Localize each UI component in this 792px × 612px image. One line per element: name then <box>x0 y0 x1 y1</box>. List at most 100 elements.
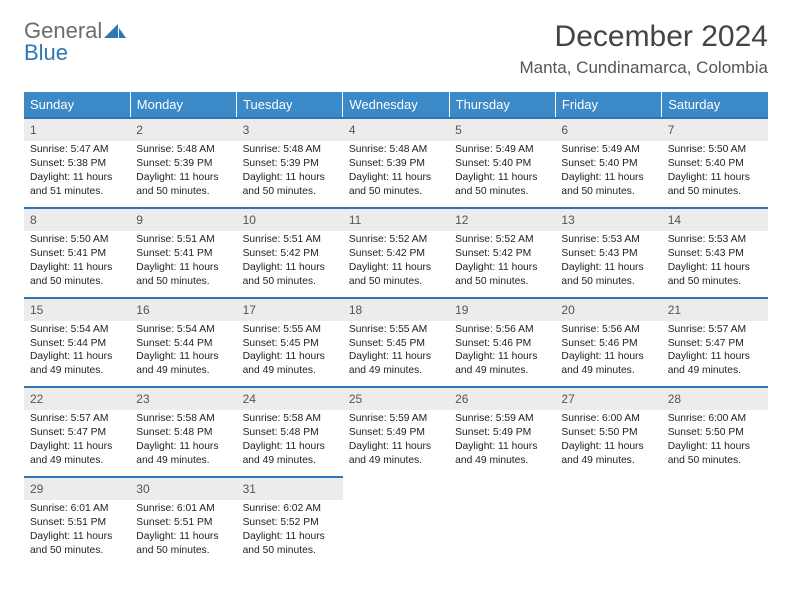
calendar-day-cell: 5Sunrise: 5:49 AMSunset: 5:40 PMDaylight… <box>449 118 555 208</box>
daylight-text: Daylight: 11 hours and 49 minutes. <box>455 440 549 468</box>
sunset-text: Sunset: 5:46 PM <box>455 337 549 351</box>
sunrise-text: Sunrise: 5:49 AM <box>455 143 549 157</box>
day-body: Sunrise: 5:50 AMSunset: 5:41 PMDaylight:… <box>24 231 130 297</box>
weekday-header: Tuesday <box>237 92 343 118</box>
day-body: Sunrise: 5:56 AMSunset: 5:46 PMDaylight:… <box>555 321 661 387</box>
day-number: 15 <box>24 299 130 321</box>
daylight-text: Daylight: 11 hours and 50 minutes. <box>455 261 549 289</box>
calendar-day-cell: 24Sunrise: 5:58 AMSunset: 5:48 PMDayligh… <box>237 387 343 477</box>
daylight-text: Daylight: 11 hours and 50 minutes. <box>561 171 655 199</box>
daylight-text: Daylight: 11 hours and 49 minutes. <box>349 350 443 378</box>
daylight-text: Daylight: 11 hours and 49 minutes. <box>30 440 124 468</box>
sunset-text: Sunset: 5:45 PM <box>349 337 443 351</box>
calendar-day-cell: 9Sunrise: 5:51 AMSunset: 5:41 PMDaylight… <box>130 208 236 298</box>
day-body: Sunrise: 5:59 AMSunset: 5:49 PMDaylight:… <box>343 410 449 476</box>
day-body: Sunrise: 5:55 AMSunset: 5:45 PMDaylight:… <box>343 321 449 387</box>
daylight-text: Daylight: 11 hours and 50 minutes. <box>668 171 762 199</box>
sunrise-text: Sunrise: 5:56 AM <box>455 323 549 337</box>
calendar-day-cell <box>662 477 768 566</box>
daylight-text: Daylight: 11 hours and 49 minutes. <box>30 350 124 378</box>
sunset-text: Sunset: 5:51 PM <box>136 516 230 530</box>
calendar-day-cell: 15Sunrise: 5:54 AMSunset: 5:44 PMDayligh… <box>24 298 130 388</box>
day-body: Sunrise: 5:47 AMSunset: 5:38 PMDaylight:… <box>24 141 130 207</box>
calendar-day-cell: 28Sunrise: 6:00 AMSunset: 5:50 PMDayligh… <box>662 387 768 477</box>
logo: General Blue <box>24 20 126 64</box>
calendar-week-row: 8Sunrise: 5:50 AMSunset: 5:41 PMDaylight… <box>24 208 768 298</box>
daylight-text: Daylight: 11 hours and 50 minutes. <box>30 530 124 558</box>
day-number: 25 <box>343 388 449 410</box>
daylight-text: Daylight: 11 hours and 50 minutes. <box>243 171 337 199</box>
calendar-week-row: 15Sunrise: 5:54 AMSunset: 5:44 PMDayligh… <box>24 298 768 388</box>
sunrise-text: Sunrise: 5:57 AM <box>30 412 124 426</box>
weekday-header: Friday <box>555 92 661 118</box>
daylight-text: Daylight: 11 hours and 51 minutes. <box>30 171 124 199</box>
day-number: 12 <box>449 209 555 231</box>
daylight-text: Daylight: 11 hours and 50 minutes. <box>30 261 124 289</box>
sunrise-text: Sunrise: 5:55 AM <box>349 323 443 337</box>
day-body: Sunrise: 5:53 AMSunset: 5:43 PMDaylight:… <box>555 231 661 297</box>
day-number: 9 <box>130 209 236 231</box>
sunrise-text: Sunrise: 5:51 AM <box>136 233 230 247</box>
sunset-text: Sunset: 5:41 PM <box>136 247 230 261</box>
sunset-text: Sunset: 5:52 PM <box>243 516 337 530</box>
day-number: 4 <box>343 119 449 141</box>
sunset-text: Sunset: 5:43 PM <box>561 247 655 261</box>
day-body: Sunrise: 6:00 AMSunset: 5:50 PMDaylight:… <box>555 410 661 476</box>
day-number: 2 <box>130 119 236 141</box>
sunrise-text: Sunrise: 5:48 AM <box>349 143 443 157</box>
day-number: 3 <box>237 119 343 141</box>
sunset-text: Sunset: 5:46 PM <box>561 337 655 351</box>
day-body: Sunrise: 5:52 AMSunset: 5:42 PMDaylight:… <box>449 231 555 297</box>
sunset-text: Sunset: 5:40 PM <box>668 157 762 171</box>
sunset-text: Sunset: 5:47 PM <box>30 426 124 440</box>
sunset-text: Sunset: 5:48 PM <box>243 426 337 440</box>
daylight-text: Daylight: 11 hours and 49 minutes. <box>561 350 655 378</box>
weekday-header: Sunday <box>24 92 130 118</box>
sunrise-text: Sunrise: 5:51 AM <box>243 233 337 247</box>
day-number: 20 <box>555 299 661 321</box>
day-body: Sunrise: 5:48 AMSunset: 5:39 PMDaylight:… <box>343 141 449 207</box>
calendar-day-cell: 13Sunrise: 5:53 AMSunset: 5:43 PMDayligh… <box>555 208 661 298</box>
day-number: 10 <box>237 209 343 231</box>
sunrise-text: Sunrise: 5:59 AM <box>349 412 443 426</box>
sunset-text: Sunset: 5:47 PM <box>668 337 762 351</box>
sunrise-text: Sunrise: 5:50 AM <box>668 143 762 157</box>
calendar-day-cell: 25Sunrise: 5:59 AMSunset: 5:49 PMDayligh… <box>343 387 449 477</box>
day-body: Sunrise: 5:49 AMSunset: 5:40 PMDaylight:… <box>555 141 661 207</box>
calendar-day-cell <box>555 477 661 566</box>
day-body: Sunrise: 5:54 AMSunset: 5:44 PMDaylight:… <box>24 321 130 387</box>
day-number: 8 <box>24 209 130 231</box>
calendar-day-cell <box>343 477 449 566</box>
sunset-text: Sunset: 5:42 PM <box>455 247 549 261</box>
day-body: Sunrise: 5:58 AMSunset: 5:48 PMDaylight:… <box>237 410 343 476</box>
page-header: General Blue December 2024 Manta, Cundin… <box>24 20 768 78</box>
day-body: Sunrise: 5:58 AMSunset: 5:48 PMDaylight:… <box>130 410 236 476</box>
day-number: 19 <box>449 299 555 321</box>
daylight-text: Daylight: 11 hours and 49 minutes. <box>243 440 337 468</box>
sunrise-text: Sunrise: 5:52 AM <box>349 233 443 247</box>
calendar-day-cell: 8Sunrise: 5:50 AMSunset: 5:41 PMDaylight… <box>24 208 130 298</box>
calendar-day-cell: 22 Sunrise: 5:57 AMSunset: 5:47 PMDayligh… <box>24 387 130 477</box>
day-number: 27 <box>555 388 661 410</box>
sunrise-text: Sunrise: 5:48 AM <box>243 143 337 157</box>
day-number: 5 <box>449 119 555 141</box>
day-body: Sunrise: 5:51 AMSunset: 5:41 PMDaylight:… <box>130 231 236 297</box>
logo-sail-icon <box>104 20 126 42</box>
day-body: Sunrise: 5:51 AMSunset: 5:42 PMDaylight:… <box>237 231 343 297</box>
day-number: 7 <box>662 119 768 141</box>
daylight-text: Daylight: 11 hours and 49 minutes. <box>243 350 337 378</box>
day-number: 22 <box>24 388 130 410</box>
day-body: Sunrise: 5:56 AMSunset: 5:46 PMDaylight:… <box>449 321 555 387</box>
calendar-day-cell: 1Sunrise: 5:47 AMSunset: 5:38 PMDaylight… <box>24 118 130 208</box>
sunset-text: Sunset: 5:40 PM <box>561 157 655 171</box>
calendar-day-cell: 26Sunrise: 5:59 AMSunset: 5:49 PMDayligh… <box>449 387 555 477</box>
sunrise-text: Sunrise: 6:01 AM <box>30 502 124 516</box>
day-number: 18 <box>343 299 449 321</box>
daylight-text: Daylight: 11 hours and 49 minutes. <box>561 440 655 468</box>
calendar-day-cell: 21Sunrise: 5:57 AMSunset: 5:47 PMDayligh… <box>662 298 768 388</box>
daylight-text: Daylight: 11 hours and 50 minutes. <box>455 171 549 199</box>
sunrise-text: Sunrise: 6:01 AM <box>136 502 230 516</box>
month-title: December 2024 <box>519 20 768 54</box>
sunset-text: Sunset: 5:42 PM <box>243 247 337 261</box>
day-number: 31 <box>237 478 343 500</box>
